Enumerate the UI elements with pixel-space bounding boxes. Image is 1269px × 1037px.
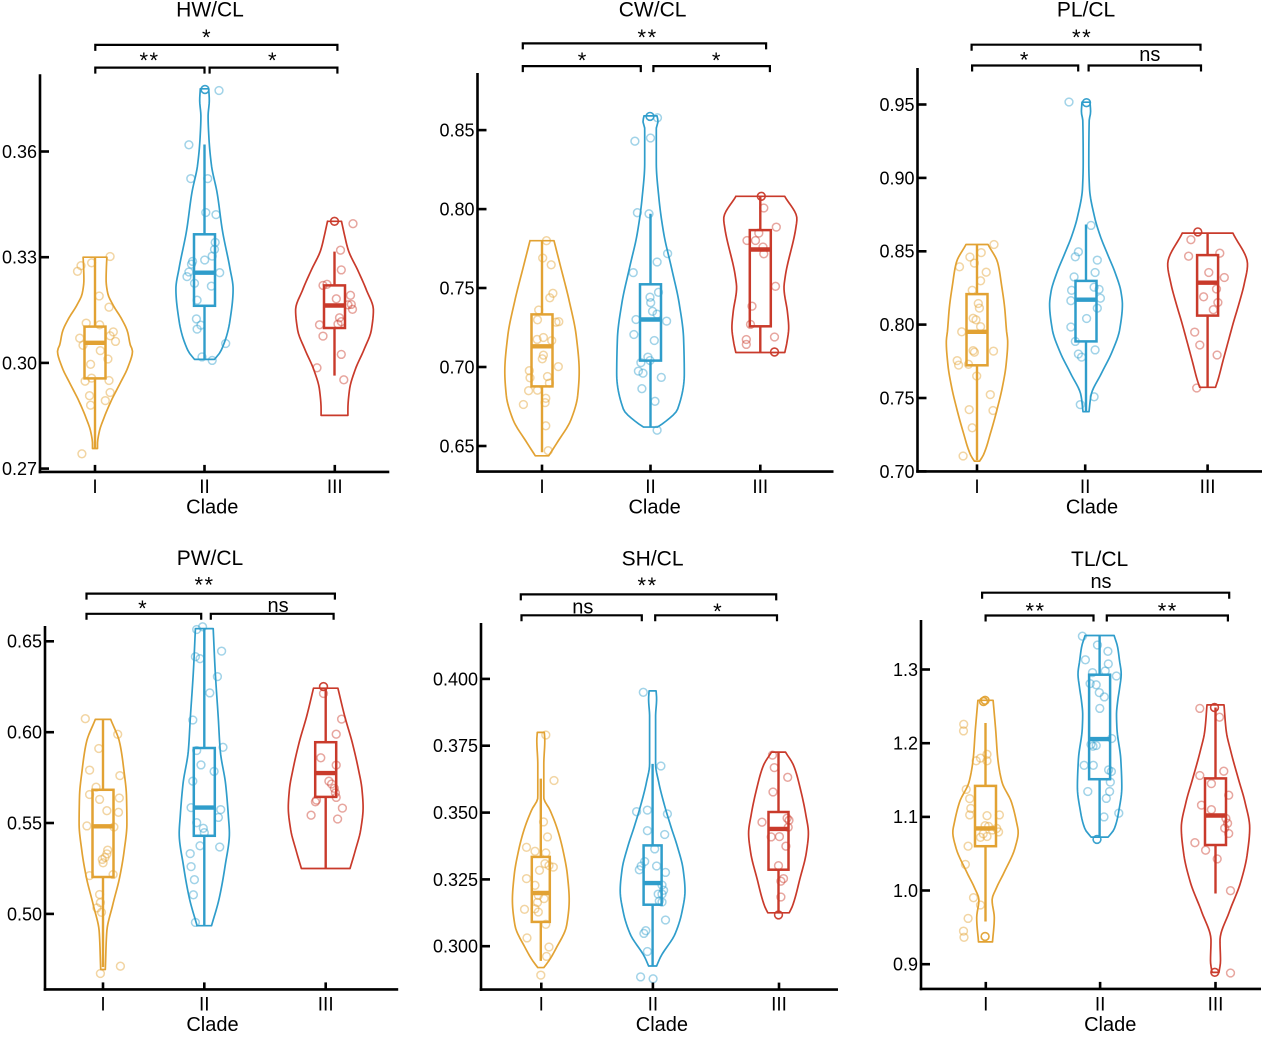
svg-text:SH/CL: SH/CL xyxy=(622,547,684,570)
svg-text:ns: ns xyxy=(1090,571,1111,593)
svg-text:*: * xyxy=(712,48,722,73)
svg-text:0.65: 0.65 xyxy=(439,436,474,456)
svg-text:0.75: 0.75 xyxy=(879,388,914,408)
svg-text:0.55: 0.55 xyxy=(7,813,42,833)
svg-text:I: I xyxy=(100,994,105,1015)
svg-text:*: * xyxy=(268,48,278,73)
svg-text:I: I xyxy=(539,994,544,1015)
svg-text:*: * xyxy=(202,25,212,50)
svg-text:*: * xyxy=(1020,47,1030,72)
svg-text:0.375: 0.375 xyxy=(433,736,478,756)
svg-text:I: I xyxy=(983,994,988,1015)
svg-text:CW/CL: CW/CL xyxy=(619,0,687,21)
svg-text:0.90: 0.90 xyxy=(879,168,914,188)
svg-text:II: II xyxy=(1080,477,1091,498)
svg-text:1.1: 1.1 xyxy=(893,807,918,827)
svg-text:Clade: Clade xyxy=(1084,1014,1136,1036)
svg-text:Clade: Clade xyxy=(186,497,238,519)
svg-text:**: ** xyxy=(638,25,658,50)
svg-text:ns: ns xyxy=(572,597,593,619)
svg-text:0.80: 0.80 xyxy=(439,200,474,220)
svg-text:0.65: 0.65 xyxy=(7,632,42,652)
svg-text:0.36: 0.36 xyxy=(2,142,37,162)
svg-text:0.33: 0.33 xyxy=(2,248,37,268)
svg-text:**: ** xyxy=(1072,25,1092,50)
svg-text:**: ** xyxy=(1025,599,1045,624)
svg-text:II: II xyxy=(645,477,656,498)
svg-text:Clade: Clade xyxy=(1066,497,1118,519)
svg-text:0.75: 0.75 xyxy=(439,278,474,298)
svg-text:**: ** xyxy=(139,48,159,73)
svg-text:ns: ns xyxy=(1139,44,1160,66)
svg-text:0.27: 0.27 xyxy=(2,459,37,479)
svg-text:Clade: Clade xyxy=(186,1014,238,1036)
svg-text:0.9: 0.9 xyxy=(893,955,918,975)
svg-text:I: I xyxy=(92,477,97,498)
svg-text:0.80: 0.80 xyxy=(879,315,914,335)
svg-text:III: III xyxy=(771,994,787,1015)
svg-text:PL/CL: PL/CL xyxy=(1057,0,1115,22)
svg-text:III: III xyxy=(752,477,768,498)
svg-text:0.70: 0.70 xyxy=(879,462,914,482)
svg-text:I: I xyxy=(974,477,979,498)
svg-text:PW/CL: PW/CL xyxy=(177,547,244,570)
svg-text:*: * xyxy=(578,48,588,73)
svg-text:1.0: 1.0 xyxy=(893,881,918,901)
svg-text:Clade: Clade xyxy=(628,497,680,519)
svg-text:II: II xyxy=(199,477,210,498)
svg-text:0.60: 0.60 xyxy=(7,723,42,743)
svg-text:*: * xyxy=(138,596,148,621)
svg-text:HW/CL: HW/CL xyxy=(176,0,244,21)
svg-text:1.2: 1.2 xyxy=(893,734,918,754)
svg-text:0.325: 0.325 xyxy=(433,870,478,890)
svg-text:ns: ns xyxy=(268,595,289,617)
svg-text:II: II xyxy=(1095,994,1106,1015)
svg-text:0.400: 0.400 xyxy=(433,669,478,689)
svg-text:0.50: 0.50 xyxy=(7,904,42,924)
svg-text:**: ** xyxy=(194,573,214,598)
svg-text:TL/CL: TL/CL xyxy=(1071,548,1128,571)
svg-text:0.350: 0.350 xyxy=(433,803,478,823)
svg-text:III: III xyxy=(327,477,343,498)
svg-text:1.3: 1.3 xyxy=(893,660,918,680)
svg-text:**: ** xyxy=(1158,599,1178,624)
svg-text:II: II xyxy=(648,994,659,1015)
svg-text:III: III xyxy=(318,994,334,1015)
svg-text:III: III xyxy=(1208,994,1224,1015)
svg-text:I: I xyxy=(539,477,544,498)
svg-text:Clade: Clade xyxy=(636,1014,688,1036)
svg-text:0.85: 0.85 xyxy=(879,242,914,262)
svg-text:0.30: 0.30 xyxy=(2,353,37,373)
svg-text:0.300: 0.300 xyxy=(433,937,478,957)
svg-text:0.85: 0.85 xyxy=(439,121,474,141)
svg-text:0.95: 0.95 xyxy=(879,95,914,115)
svg-text:*: * xyxy=(713,599,723,624)
svg-text:II: II xyxy=(199,994,210,1015)
svg-text:III: III xyxy=(1200,477,1216,498)
svg-text:0.70: 0.70 xyxy=(439,357,474,377)
svg-text:**: ** xyxy=(638,573,658,598)
